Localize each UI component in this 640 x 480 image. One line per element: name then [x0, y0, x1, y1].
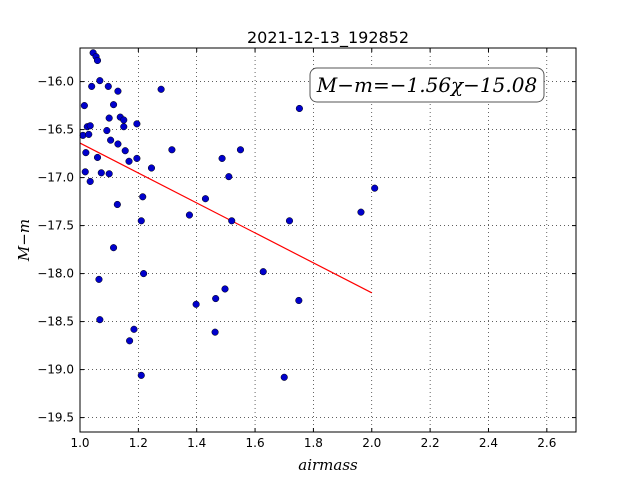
data-point [192, 300, 200, 308]
data-point [110, 244, 118, 252]
y-tick-label: −19.0 [37, 363, 74, 377]
data-point [236, 146, 245, 154]
x-tick-label: 1.4 [187, 436, 206, 450]
data-point [96, 316, 104, 324]
data-point [133, 154, 141, 162]
x-axis-ticks: 1.0 1.2 1.4 1.6 1.8 2.0 2.2 2.4 2.6 [70, 48, 556, 450]
data-point [218, 154, 226, 162]
data-point [228, 217, 236, 225]
data-point [140, 270, 148, 278]
y-tick-label: −19.5 [37, 411, 74, 425]
data-point [295, 296, 303, 305]
data-point [185, 211, 193, 219]
y-tick-label: −18.0 [37, 267, 74, 281]
y-tick-label: −16.0 [37, 75, 74, 89]
fit-layer [79, 142, 373, 294]
annotation-box [309, 67, 545, 103]
data-point [168, 146, 176, 154]
data-point [139, 193, 147, 201]
data-point [105, 170, 113, 178]
data-point [86, 122, 94, 130]
y-tick-label: −16.5 [37, 123, 74, 137]
data-point [130, 325, 138, 333]
data-point [121, 147, 129, 155]
data-point [125, 157, 133, 165]
data-point [93, 153, 102, 161]
y-tick-label: −17.5 [37, 219, 74, 233]
data-point [85, 130, 93, 138]
data-point [259, 268, 267, 276]
x-tick-label: 2.4 [479, 436, 498, 450]
data-point [295, 104, 303, 113]
data-points [79, 49, 379, 381]
data-point [120, 116, 128, 124]
data-point [95, 275, 103, 283]
data-point [120, 123, 128, 131]
data-point [201, 195, 210, 203]
data-point [357, 208, 365, 216]
data-point [107, 136, 115, 144]
data-point [221, 285, 229, 293]
x-tick-label: 1.6 [246, 436, 265, 450]
data-point [113, 200, 121, 209]
data-point [285, 217, 294, 225]
data-point [211, 328, 219, 336]
x-tick-label: 1.0 [70, 436, 89, 450]
data-point [225, 173, 233, 181]
data-point [88, 82, 96, 90]
fit-equation: M−m=−1.56χ−15.08 [316, 73, 537, 97]
data-point [371, 184, 379, 192]
x-tick-label: 2.6 [537, 436, 556, 450]
x-tick-label: 1.2 [129, 436, 148, 450]
chart-title: 2021-12-13_192852 [247, 28, 409, 48]
data-point [97, 169, 105, 177]
data-point [103, 127, 111, 135]
x-axis-label: airmass [298, 456, 358, 474]
data-point [114, 87, 122, 95]
data-point [280, 373, 288, 381]
y-axis-label: M−m [15, 219, 33, 262]
data-point [137, 217, 145, 225]
data-point [114, 140, 122, 148]
data-point [86, 177, 94, 185]
data-point [80, 102, 88, 110]
y-tick-label: −18.5 [37, 315, 74, 329]
data-point [81, 168, 89, 176]
data-point [157, 85, 165, 93]
data-point [126, 337, 134, 345]
plot-frame [79, 47, 577, 433]
y-tick-label: −17.0 [37, 171, 74, 185]
x-tick-label: 1.8 [304, 436, 323, 450]
grid-lines [79, 48, 576, 432]
x-tick-label: 2.0 [362, 436, 381, 450]
data-point [137, 371, 145, 379]
data-point [93, 56, 102, 65]
data-point [105, 114, 113, 122]
data-point [79, 131, 87, 139]
data-point [212, 295, 220, 303]
data-point [147, 164, 156, 172]
fit-line [79, 142, 373, 294]
data-point [133, 120, 141, 128]
data-point [104, 82, 112, 90]
data-point [96, 77, 104, 85]
data-point [82, 149, 90, 157]
x-tick-label: 2.2 [421, 436, 440, 450]
data-point [110, 101, 118, 109]
fit-equation-annotation: M−m=−1.56χ−15.08 [309, 67, 545, 103]
plot-area [80, 48, 576, 432]
y-axis-ticks: −16.0 −16.5 −17.0 −17.5 −18.0 −18.5 −19.0 −19.5 [37, 75, 576, 425]
